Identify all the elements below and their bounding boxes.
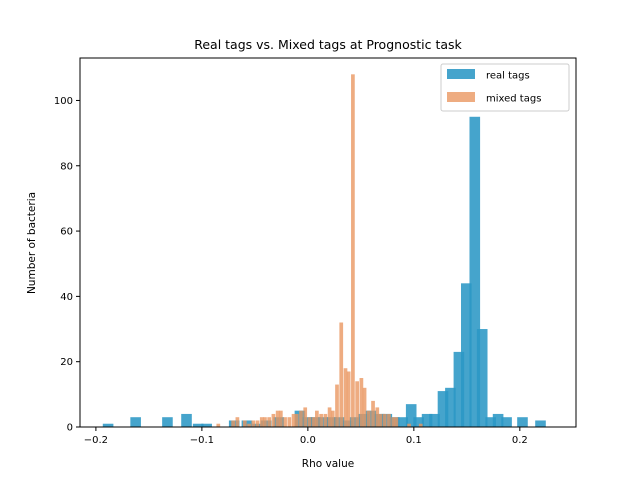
bar-real-tags-32 xyxy=(461,283,472,427)
legend: real tags mixed tags xyxy=(440,63,570,112)
bar-real-tags-20 xyxy=(365,410,377,427)
y-tick-label: 60 xyxy=(60,227,73,238)
bar-real-tags-12 xyxy=(302,417,313,427)
bar-real-tags-25 xyxy=(405,404,417,427)
bar-mixed-tags-6 xyxy=(255,420,260,427)
bar-real-tags-2 xyxy=(162,417,173,427)
x-axis: −0.2 −0.1 0.0 0.1 0.2 xyxy=(84,427,528,446)
bar-mixed-tags-17 xyxy=(299,410,303,427)
bar-real-tags-5 xyxy=(201,423,212,427)
bar-real-tags-31 xyxy=(453,351,465,427)
y-tick-label: 0 xyxy=(67,423,73,434)
bar-real-tags-28 xyxy=(429,413,440,427)
bar-mixed-tags-4 xyxy=(247,423,251,427)
x-tick-label: 0.1 xyxy=(406,435,422,446)
series-mixed-tags xyxy=(216,74,423,427)
bar-mixed-tags-10 xyxy=(271,413,276,427)
x-tick-label: −0.2 xyxy=(84,435,108,446)
legend-swatch-real-tags xyxy=(447,69,475,79)
bar-real-tags-7 xyxy=(241,420,253,427)
bar-mixed-tags-18 xyxy=(303,407,308,427)
bar-mixed-tags-35 xyxy=(371,400,375,427)
bar-mixed-tags-26 xyxy=(335,384,339,427)
bar-mixed-tags-12 xyxy=(278,410,283,427)
bar-real-tags-14 xyxy=(317,417,329,427)
bar-mixed-tags-41 xyxy=(394,417,399,427)
bar-real-tags-18 xyxy=(349,417,361,427)
bar-mixed-tags-36 xyxy=(375,407,380,427)
bar-mixed-tags-32 xyxy=(359,378,364,427)
bar-mixed-tags-14 xyxy=(287,417,292,427)
bar-mixed-tags-34 xyxy=(366,410,371,427)
bar-real-tags-33 xyxy=(469,116,481,427)
legend-swatch-mixed-tags xyxy=(447,92,475,102)
bar-mixed-tags-25 xyxy=(330,410,335,427)
bar-real-tags-38 xyxy=(517,417,528,427)
bar-mixed-tags-22 xyxy=(319,413,323,427)
bar-mixed-tags-29 xyxy=(346,371,351,427)
y-tick-label: 40 xyxy=(60,292,73,303)
bar-mixed-tags-33 xyxy=(362,387,367,427)
bar-real-tags-30 xyxy=(445,387,456,427)
bar-real-tags-0 xyxy=(102,423,114,427)
bar-mixed-tags-31 xyxy=(355,381,359,427)
bar-real-tags-22 xyxy=(381,413,393,427)
bar-real-tags-1 xyxy=(130,417,141,427)
bar-mixed-tags-0 xyxy=(216,423,221,427)
bar-mixed-tags-1 xyxy=(231,420,235,427)
bars-layer xyxy=(102,74,546,427)
bar-real-tags-37 xyxy=(501,417,512,427)
y-axis-title: Number of bacteria xyxy=(26,192,38,294)
bar-mixed-tags-24 xyxy=(327,407,332,427)
bar-real-tags-34 xyxy=(476,329,488,427)
bar-mixed-tags-2 xyxy=(235,417,240,427)
bar-mixed-tags-20 xyxy=(311,417,316,427)
legend-label-real-tags: real tags xyxy=(486,71,530,82)
bar-mixed-tags-37 xyxy=(378,413,383,427)
bar-mixed-tags-11 xyxy=(275,410,280,427)
y-tick-label: 100 xyxy=(54,96,73,107)
bar-mixed-tags-19 xyxy=(307,417,312,427)
bar-mixed-tags-9 xyxy=(267,417,272,427)
bar-mixed-tags-3 xyxy=(242,420,247,427)
bar-real-tags-36 xyxy=(492,413,504,427)
bar-real-tags-27 xyxy=(421,413,433,427)
x-tick-label: −0.1 xyxy=(190,435,214,446)
x-tick-label: 0.2 xyxy=(512,435,528,446)
bar-mixed-tags-8 xyxy=(263,417,267,427)
bar-mixed-tags-13 xyxy=(283,417,287,427)
bar-real-tags-3 xyxy=(181,413,192,427)
bar-mixed-tags-39 xyxy=(387,413,391,427)
y-axis: 0 20 40 60 80 100 xyxy=(54,96,80,434)
bar-real-tags-24 xyxy=(397,417,409,427)
bar-mixed-tags-7 xyxy=(259,417,264,427)
bar-mixed-tags-43 xyxy=(418,423,423,427)
bar-mixed-tags-27 xyxy=(339,322,344,427)
bar-mixed-tags-40 xyxy=(391,417,396,427)
bar-mixed-tags-16 xyxy=(294,413,299,427)
x-axis-title: Rho value xyxy=(302,458,354,470)
y-tick-label: 80 xyxy=(60,161,73,172)
bar-mixed-tags-21 xyxy=(315,410,319,427)
bar-real-tags-39 xyxy=(535,420,546,427)
bar-mixed-tags-15 xyxy=(291,413,296,427)
bar-real-tags-29 xyxy=(437,391,449,427)
bar-real-tags-4 xyxy=(192,423,204,427)
bar-mixed-tags-23 xyxy=(323,413,328,427)
legend-label-mixed-tags: mixed tags xyxy=(486,94,541,105)
bar-mixed-tags-30 xyxy=(351,74,355,427)
bar-real-tags-16 xyxy=(333,417,345,427)
bar-mixed-tags-42 xyxy=(407,423,411,427)
plot-frame xyxy=(79,57,577,428)
bar-mixed-tags-38 xyxy=(382,413,387,427)
y-tick-label: 20 xyxy=(60,357,73,368)
bar-real-tags-26 xyxy=(413,417,424,427)
chart-title: Real tags vs. Mixed tags at Prognostic t… xyxy=(194,37,462,52)
bar-mixed-tags-28 xyxy=(343,368,348,427)
bar-mixed-tags-5 xyxy=(251,420,256,427)
x-tick-label: 0.0 xyxy=(300,435,316,446)
bar-real-tags-35 xyxy=(485,417,496,427)
